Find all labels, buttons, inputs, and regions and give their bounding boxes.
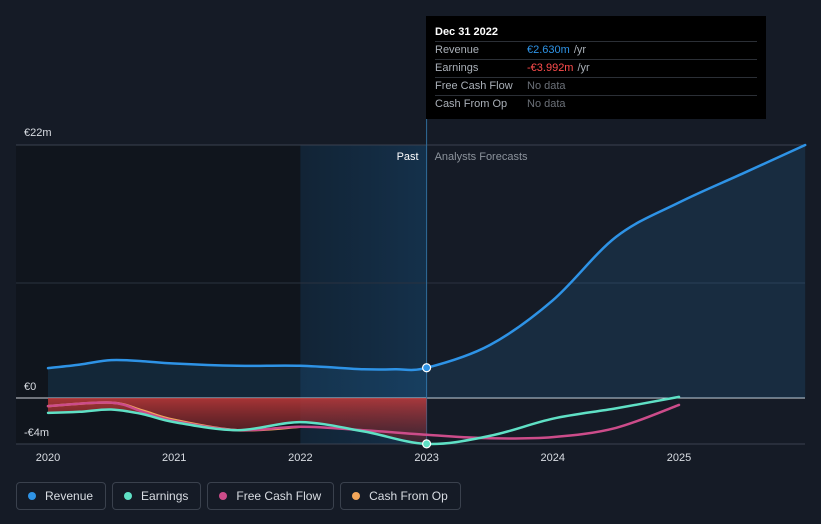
x-tick-label: 2023 — [414, 452, 438, 464]
legend-dot-icon — [124, 492, 133, 500]
legend-item-free-cash-flow[interactable]: Free Cash Flow — [207, 482, 335, 510]
legend-label: Revenue — [45, 489, 94, 503]
x-tick-label: 2022 — [288, 452, 312, 464]
legend-label: Free Cash Flow — [236, 489, 322, 503]
tooltip-date: Dec 31 2022 — [435, 26, 498, 38]
y-tick-label: €0 — [24, 381, 36, 393]
tooltip-unit: /yr — [577, 62, 590, 74]
highlight-band — [300, 145, 427, 444]
legend-dot-icon — [28, 492, 36, 500]
past-label: Past — [397, 151, 419, 163]
series-line-earnings — [46, 395, 681, 446]
tooltip-row-free-cash-flow: Free Cash Flow No data — [435, 77, 757, 95]
legend-dot-icon — [219, 492, 228, 500]
tooltip-label: Revenue — [435, 44, 480, 56]
legend-item-earnings[interactable]: Earnings — [112, 482, 202, 510]
y-tick-label: €22m — [24, 127, 52, 139]
revenue-area — [48, 145, 806, 398]
y-tick-label: -€4m — [24, 427, 49, 439]
tooltip-value: No data — [527, 98, 566, 110]
legend: Revenue Earnings Free Cash Flow Cash Fro… — [16, 482, 461, 512]
tooltip-unit: /yr — [573, 44, 587, 56]
tooltip-row-earnings: Earnings -€3.992m /yr — [435, 59, 757, 77]
tooltip: Dec 31 2022 Revenue €2.630m /yr Earnings… — [426, 16, 766, 119]
tooltip-row-revenue: Revenue €2.630m /yr — [435, 41, 757, 59]
series-line-revenue — [46, 143, 807, 372]
x-tick-label: 2020 — [36, 452, 60, 464]
tooltip-label: Free Cash Flow — [435, 80, 513, 92]
series-line-free-cash-flow — [46, 401, 681, 440]
x-tick-label: 2025 — [667, 452, 691, 464]
legend-item-revenue[interactable]: Revenue — [16, 482, 107, 510]
x-tick-label: 2021 — [162, 452, 186, 464]
legend-dot-icon — [352, 492, 361, 500]
legend-label: Earnings — [141, 489, 189, 503]
tooltip-value: -€3.992m — [527, 62, 574, 74]
tooltip-label: Cash From Op — [435, 98, 508, 110]
forecast-label: Analysts Forecasts — [435, 151, 528, 163]
tooltip-value: No data — [527, 80, 566, 92]
tooltip-value: €2.630m — [527, 44, 570, 56]
legend-item-cash-from-op[interactable]: Cash From Op — [340, 482, 461, 510]
legend-label: Cash From Op — [369, 489, 448, 503]
tooltip-label: Earnings — [435, 62, 479, 74]
revenue-marker — [422, 363, 432, 373]
tooltip-row-cash-from-op: Cash From Op No data — [435, 95, 757, 113]
earnings-marker — [422, 439, 432, 449]
x-tick-label: 2024 — [541, 452, 565, 464]
